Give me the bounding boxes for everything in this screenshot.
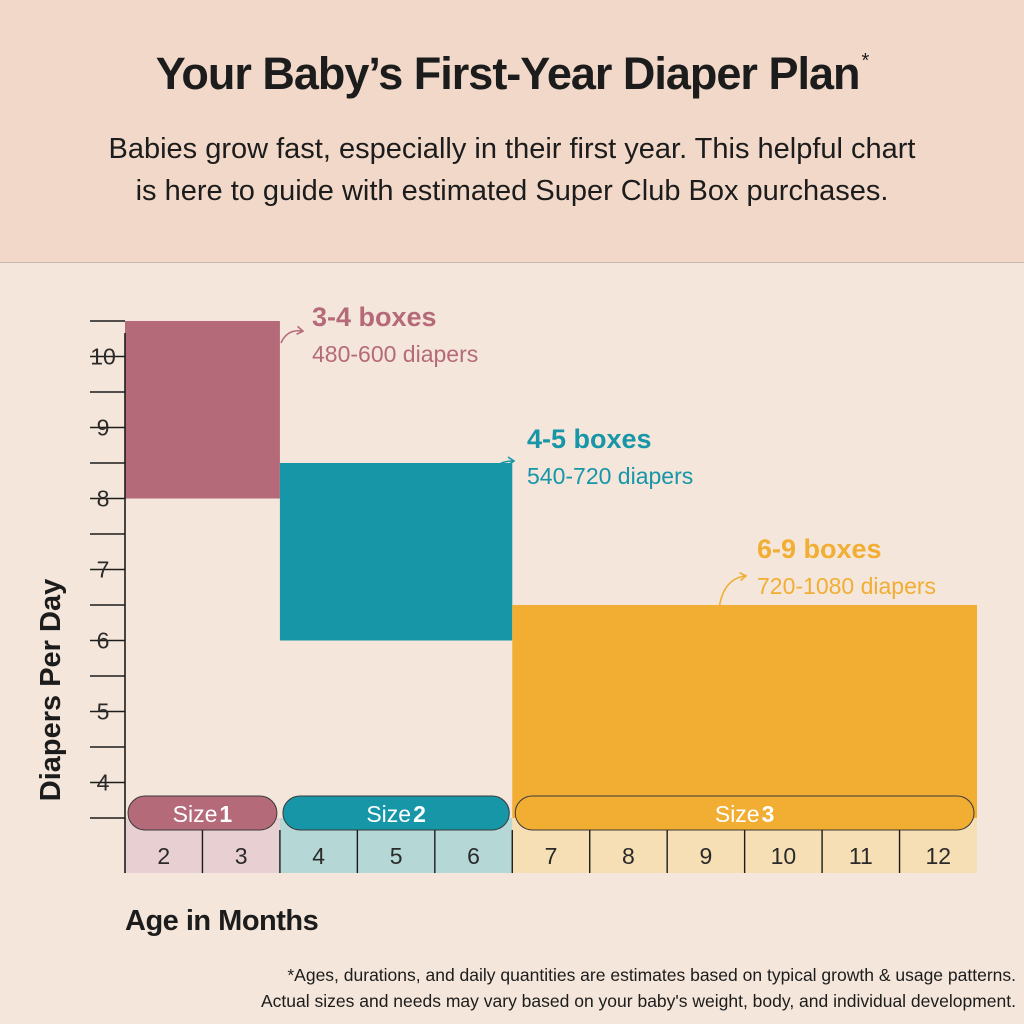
diapers-label: 720-1080 diapers: [757, 573, 936, 599]
boxes-label: 3-4 boxes: [312, 302, 437, 332]
y-tick-label: 4: [97, 770, 110, 796]
size-word: Size: [173, 801, 218, 827]
x-tick-label: 4: [312, 843, 325, 869]
size-number: 1: [219, 801, 232, 827]
y-tick-label: 6: [97, 628, 110, 654]
x-tick-label: 5: [390, 843, 403, 869]
boxes-label: 6-9 boxes: [757, 534, 882, 564]
annotation-arrow: [280, 325, 305, 344]
annotation-arrow: [718, 571, 748, 610]
x-tick-label: 12: [925, 843, 951, 869]
x-tick-label: 3: [235, 843, 248, 869]
y-axis-label: Diapers Per Day: [35, 579, 67, 801]
y-tick-label: 5: [97, 699, 110, 725]
x-axis-label: Age in Months: [125, 905, 318, 937]
size-label: Size3: [715, 801, 775, 827]
title-text: Your Baby’s First-Year Diaper Plan: [155, 48, 861, 99]
size-label: Size1: [173, 801, 233, 827]
x-tick-label: 2: [157, 843, 170, 869]
page-title: Your Baby’s First-Year Diaper Plan *: [0, 48, 1024, 100]
subtitle-line-2: is here to guide with estimated Super Cl…: [135, 175, 889, 207]
page-subtitle: Babies grow fast, especially in their fi…: [40, 128, 984, 212]
x-tick-label: 11: [849, 843, 873, 869]
boxes-label: 4-5 boxes: [527, 424, 652, 454]
y-tick-label: 10: [90, 344, 116, 370]
x-tick-label: 8: [622, 843, 635, 869]
y-tick-label: 7: [97, 557, 110, 583]
y-tick-label: 8: [97, 486, 110, 512]
x-tick-label: 10: [771, 843, 797, 869]
size-pill: [282, 795, 510, 831]
diapers-label: 540-720 diapers: [527, 463, 693, 489]
size-word: Size: [715, 801, 760, 827]
size-label: Size2: [366, 801, 426, 827]
footnote-line-2: Actual sizes and needs may vary based on…: [261, 991, 1016, 1011]
size-number: 3: [762, 801, 775, 827]
x-tick-label: 9: [700, 843, 713, 869]
y-tick-label: 9: [97, 415, 110, 441]
size-number: 2: [413, 801, 426, 827]
size-word: Size: [366, 801, 411, 827]
header-banner: Your Baby’s First-Year Diaper Plan * Babi…: [0, 0, 1024, 263]
bar-size-1: [125, 321, 280, 499]
x-tick-label: 7: [545, 843, 558, 869]
footnote: *Ages, durations, and daily quantities a…: [6, 962, 1016, 1014]
diapers-label: 480-600 diapers: [312, 341, 478, 367]
title-asterisk: *: [861, 50, 869, 72]
x-tick-label: 6: [467, 843, 480, 869]
bar-size-3: [512, 605, 977, 818]
footnote-line-1: *Ages, durations, and daily quantities a…: [287, 965, 1016, 985]
subtitle-line-1: Babies grow fast, especially in their fi…: [108, 133, 916, 165]
bar-size-2: [279, 463, 513, 641]
annotation-arrow: [486, 456, 516, 481]
